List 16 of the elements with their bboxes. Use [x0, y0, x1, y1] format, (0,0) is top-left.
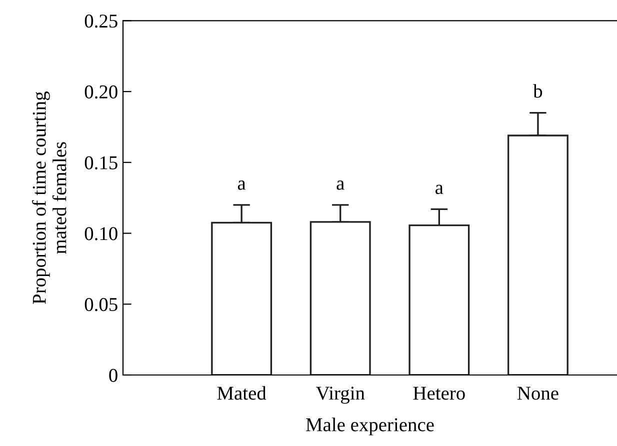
x-axis-title: Male experience	[306, 418, 434, 436]
y-tick-label: 0	[109, 368, 118, 382]
x-tick-label: None	[517, 386, 558, 400]
annotation: a	[436, 184, 444, 194]
y-tick-label: 0.25	[84, 14, 118, 28]
y-tick-label: 0.05	[84, 298, 118, 312]
annotation: a	[336, 180, 344, 190]
y-tick-label: 0.20	[84, 85, 118, 99]
annotation: a	[238, 180, 246, 190]
x-tick-label: Hetero	[413, 386, 465, 400]
x-tick-label: Mated	[217, 386, 266, 400]
y-tick-label: 0.10	[84, 227, 118, 240]
y-axis-title: Proportion of time courting mated females	[32, 92, 66, 304]
x-tick-label: Virgin	[316, 386, 365, 404]
annotation: b	[533, 84, 542, 98]
y-tick-label: 0.15	[84, 156, 118, 170]
